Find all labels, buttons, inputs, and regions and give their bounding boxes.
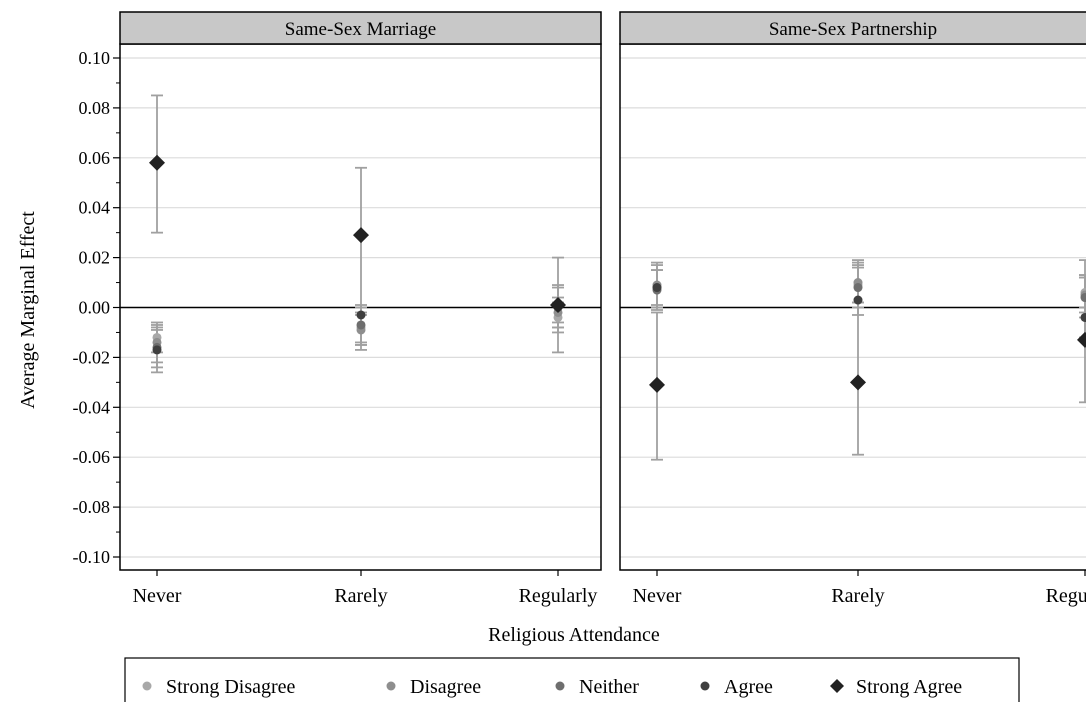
x-tick-label: Regularly — [1046, 585, 1086, 607]
data-point-diamond — [550, 297, 566, 314]
x-tick-label: Rarely — [831, 585, 884, 607]
y-tick-label: 0.04 — [79, 198, 111, 218]
legend: Strong Disagree Disagree Neither Agree Stron… — [124, 657, 1020, 702]
legend-box — [124, 657, 1020, 702]
panel-title: Same-Sex Partnership — [769, 19, 937, 40]
legend-marker-diamond — [830, 679, 844, 693]
x-axis: Never Rarely Regularly Never Rarely Regularly — [133, 570, 1086, 607]
legend-label: Strong Agree — [856, 676, 962, 698]
data-point-diamond — [353, 227, 369, 244]
y-tick-label: -0.02 — [73, 347, 111, 367]
y-tick-label: -0.06 — [73, 447, 111, 467]
y-tick-label: -0.10 — [73, 547, 111, 567]
x-tick-label: Never — [633, 585, 682, 607]
data-point-diamond — [149, 154, 165, 171]
x-tick-label: Rarely — [334, 585, 387, 607]
panel-title: Same-Sex Marriage — [285, 19, 436, 40]
data-point-diamond — [850, 374, 866, 391]
legend-marker-circle — [555, 681, 565, 691]
data-point-diamond — [1077, 331, 1086, 348]
y-axis-label: Average Marginal Effect — [17, 211, 39, 409]
legend-label: Agree — [724, 676, 773, 698]
x-tick-label: Regularly — [519, 585, 598, 607]
y-axis: 0.10 0.08 0.06 0.04 0.02 0.00 -0.02 -0.04 -0.06 -… — [73, 48, 120, 567]
data-points — [149, 154, 1086, 393]
x-tick-label: Never — [133, 585, 182, 607]
data-point-circle — [853, 283, 863, 293]
y-tick-label: 0.00 — [79, 298, 111, 318]
y-tick-label: 0.10 — [79, 48, 111, 68]
x-axis-label: Religious Attendance — [488, 624, 660, 646]
data-point-diamond — [649, 376, 665, 393]
data-point-circle — [652, 283, 662, 293]
gridlines — [120, 57, 1086, 558]
panel-header — [619, 11, 1086, 45]
error-bars — [151, 94, 1086, 461]
y-tick-label: 0.02 — [79, 248, 111, 268]
panels: Same-Sex Marriage Same-Sex Partnership — [119, 11, 1086, 571]
y-tick-label: -0.04 — [73, 397, 111, 417]
legend-label: Strong Disagree — [166, 676, 296, 698]
legend-marker-circle — [386, 681, 396, 691]
legend-label: Neither — [579, 676, 639, 698]
panel-header — [119, 11, 602, 45]
y-tick-label: 0.08 — [79, 98, 111, 118]
legend-label: Disagree — [410, 676, 481, 698]
data-point-circle — [356, 320, 366, 330]
data-point-circle — [356, 310, 366, 320]
data-point-circle — [1080, 312, 1086, 322]
legend-marker-circle — [700, 681, 710, 691]
y-tick-label: -0.08 — [73, 497, 111, 517]
data-point-circle — [152, 345, 162, 355]
legend-marker-circle — [142, 681, 152, 691]
y-tick-label: 0.06 — [79, 148, 111, 168]
data-point-circle — [853, 295, 863, 305]
data-point-circle — [1080, 293, 1086, 303]
